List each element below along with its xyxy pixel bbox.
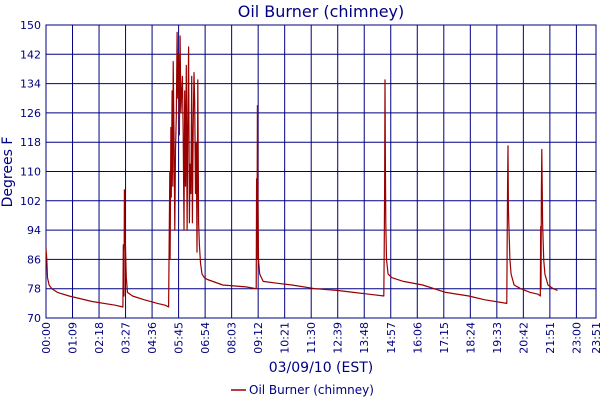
x-tick-label: 17:15 [438, 322, 451, 354]
x-tick-label: 02:18 [93, 322, 106, 354]
x-tick-label: 18:24 [464, 322, 477, 354]
y-tick-label: 126 [20, 107, 41, 120]
x-axis-label: 03/09/10 (EST) [269, 360, 374, 376]
y-tick-label: 150 [20, 19, 41, 32]
x-tick-label: 04:36 [146, 322, 159, 354]
chart-title: Oil Burner (chimney) [238, 2, 405, 21]
x-tick-label: 03:27 [120, 322, 133, 354]
x-tick-label: 13:48 [358, 322, 371, 354]
x-tick-labels: 00:00 01:09 02:18 03:27 04:36 05:45 06:54 08:03… [40, 322, 600, 354]
x-tick-label: 00:00 [40, 322, 53, 354]
x-tick-label: 09:12 [252, 322, 265, 354]
y-tick-label: 118 [20, 136, 41, 149]
x-tick-label: 05:45 [173, 322, 186, 354]
x-tick-label: 14:57 [385, 322, 398, 354]
x-tick-label: 06:54 [199, 322, 212, 354]
y-tick-label: 134 [20, 78, 41, 91]
y-tick-label: 86 [27, 253, 41, 266]
grid-lines [45, 24, 597, 319]
y-tick-label: 102 [20, 195, 41, 208]
x-tick-label: 23:51 [590, 322, 600, 354]
legend: Oil Burner (chimney) [231, 383, 374, 397]
y-axis-label: Degrees F [0, 137, 16, 208]
y-tick-label: 70 [27, 312, 41, 325]
x-tick-label: 20:42 [517, 322, 530, 354]
x-tick-label: 23:00 [570, 322, 583, 354]
y-tick-label: 142 [20, 48, 41, 61]
x-tick-label: 08:03 [226, 322, 239, 354]
x-tick-label: 11:30 [305, 322, 318, 354]
y-tick-label: 94 [27, 224, 41, 237]
y-tick-labels: 70 78 86 94 102 110 118 126 134 142 150 [20, 19, 41, 325]
legend-label: Oil Burner (chimney) [249, 383, 374, 397]
series-line [45, 31, 558, 308]
x-tick-label: 01:09 [67, 322, 80, 354]
x-tick-label: 10:21 [279, 322, 292, 354]
y-tick-label: 78 [27, 283, 41, 296]
x-tick-label: 19:33 [491, 322, 504, 354]
x-tick-label: 12:39 [332, 322, 345, 354]
x-tick-label: 16:06 [411, 322, 424, 354]
x-tick-label: 21:51 [544, 322, 557, 354]
y-tick-label: 110 [20, 166, 41, 179]
series-group [45, 31, 558, 308]
